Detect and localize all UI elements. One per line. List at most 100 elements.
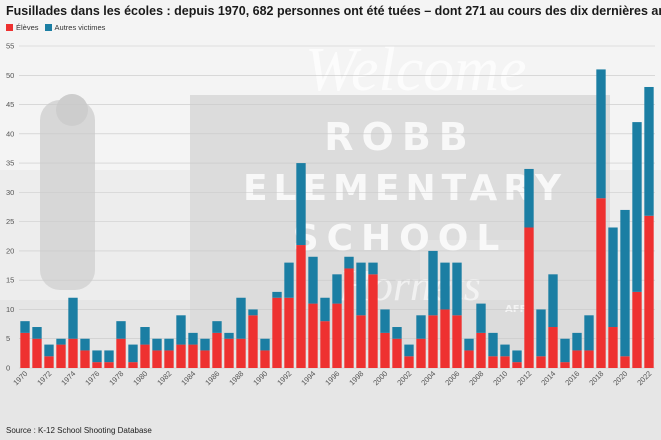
y-tick-label: 25 [6,217,14,226]
bar-autres-1977 [104,350,114,363]
bar-eleves-2014 [548,327,558,368]
x-tick-label: 2020 [611,369,629,387]
y-tick-label: 40 [6,129,14,138]
bar-autres-1979 [128,344,138,363]
bar-autres-1999 [368,262,378,275]
y-tick-label: 55 [6,42,14,51]
bar-autres-1986 [212,321,222,333]
bar-eleves-1988 [236,338,246,368]
bar-autres-2006 [452,262,462,316]
bar-autres-2018 [596,69,606,199]
bar-autres-2002 [404,344,414,357]
bar-eleves-1997 [344,268,354,368]
bar-eleves-1990 [260,350,270,368]
bar-autres-2017 [584,315,594,351]
bar-autres-1982 [164,338,174,351]
bar-autres-1995 [320,297,330,322]
bar-eleves-2015 [560,362,570,368]
x-tick-label: 1970 [11,369,29,387]
bar-eleves-1996 [332,303,342,368]
chart-title: Fusillades dans les écoles : depuis 1970… [6,4,661,18]
bar-autres-1973 [56,338,66,345]
y-tick-label: 0 [6,364,10,373]
y-tick-label: 35 [6,159,14,168]
bar-eleves-1989 [248,315,258,368]
bar-autres-2005 [440,262,450,310]
bar-eleves-2010 [500,356,510,368]
bar-autres-1970 [20,321,30,333]
bar-eleves-1974 [68,338,78,368]
bar-autres-1981 [152,338,162,351]
bar-eleves-2004 [428,315,438,368]
bar-autres-1978 [116,321,126,339]
bar-eleves-1983 [176,344,186,368]
sign-line3-text: SCHOOL [293,218,508,259]
bar-eleves-1979 [128,362,138,368]
bar-autres-2021 [632,122,642,292]
bar-autres-2012 [524,168,534,228]
bar-autres-2004 [428,250,438,316]
x-tick-label: 2004 [419,369,437,387]
sign-welcome-text: Welcome [305,36,527,104]
source-note: Source : K-12 School Shooting Database [6,426,152,435]
y-tick-label: 5 [6,334,10,343]
x-tick-label: 2000 [371,369,389,387]
bar-autres-1997 [344,256,354,269]
legend-swatch-eleves [6,24,13,31]
x-tick-label: 1996 [323,369,341,387]
bar-autres-1971 [32,327,42,339]
bar-autres-1989 [248,309,258,316]
bar-eleves-1977 [104,362,114,368]
x-axis-tick-labels: 1970 1972 1974 1976 1978 1980 1982 1984 1986 1988… [11,369,653,387]
bar-eleves-1985 [200,350,210,368]
x-tick-label: 2010 [491,369,509,387]
bar-eleves-2003 [416,338,426,368]
x-tick-label: 2016 [563,369,581,387]
bar-autres-1998 [356,262,366,316]
bar-eleves-1992 [284,297,294,368]
bar-eleves-2017 [584,350,594,368]
x-tick-label: 1986 [203,369,221,387]
bar-autres-2019 [608,227,618,328]
bar-autres-2003 [416,315,426,339]
x-tick-label: 2008 [467,369,485,387]
bars [20,69,654,368]
bar-autres-1994 [308,256,318,304]
bar-eleves-1981 [152,350,162,368]
x-tick-label: 1982 [155,369,173,387]
x-tick-label: 2014 [539,369,557,387]
bar-eleves-2021 [632,291,642,368]
x-tick-label: 1974 [59,369,77,387]
bar-eleves-2000 [380,332,390,368]
bar-autres-2011 [512,350,522,363]
bar-eleves-1984 [188,344,198,368]
bar-autres-1976 [92,350,102,363]
y-tick-label: 45 [6,100,14,109]
bar-autres-1990 [260,338,270,351]
legend-item-autres: Autres victimes [44,23,106,32]
bar-eleves-1987 [224,338,234,368]
x-tick-label: 1984 [179,369,197,387]
legend-label-autres: Autres victimes [54,23,106,32]
bar-autres-2009 [488,332,498,357]
bar-eleves-1993 [296,245,306,368]
bar-autres-1987 [224,332,234,339]
bar-autres-1993 [296,163,306,246]
bar-eleves-1991 [272,297,282,368]
x-tick-label: 1978 [107,369,125,387]
y-tick-label: 30 [6,188,14,197]
bar-eleves-1998 [356,315,366,368]
bar-autres-1974 [68,297,78,339]
x-tick-label: 1994 [299,369,317,387]
bar-autres-1985 [200,338,210,351]
bar-eleves-1980 [140,344,150,368]
bar-eleves-1986 [212,332,222,368]
bar-autres-2014 [548,274,558,328]
bar-eleves-2001 [392,338,402,368]
sign-line2-text: ELEMENTARY [243,168,567,209]
bar-eleves-1999 [368,274,378,368]
legend-swatch-autres [44,24,52,31]
bar-eleves-2013 [536,356,546,368]
legend-label-eleves: Élèves [16,23,39,32]
